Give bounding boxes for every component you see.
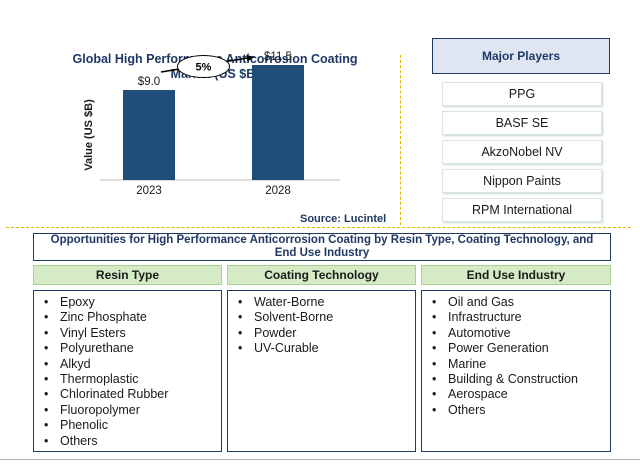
- list-item: Building & Construction: [428, 372, 604, 388]
- vertical-divider: [400, 55, 401, 225]
- resin-type-list-box: EpoxyZinc PhosphateVinyl EstersPolyureth…: [33, 290, 222, 452]
- coating-technology-list: Water-BorneSolvent-BornePowderUV-Curable: [234, 295, 409, 357]
- coating-technology-header: Coating Technology: [227, 265, 416, 285]
- bar-2028: [252, 65, 304, 180]
- end-use-industry-list-box: Oil and GasInfrastructureAutomotivePower…: [421, 290, 611, 452]
- list-item: Thermoplastic: [40, 372, 215, 388]
- list-item: Others: [428, 403, 604, 419]
- y-axis-label: Value (US $B): [83, 99, 95, 171]
- resin-type-list: EpoxyZinc PhosphateVinyl EstersPolyureth…: [40, 295, 215, 449]
- list-item: Solvent-Borne: [234, 310, 409, 326]
- list-item: Polyurethane: [40, 341, 215, 357]
- list-item: Others: [40, 434, 215, 450]
- opportunities-title: Opportunities for High Performance Antic…: [33, 233, 611, 261]
- list-item: Automotive: [428, 326, 604, 342]
- list-item: Fluoropolymer: [40, 403, 215, 419]
- list-item: Epoxy: [40, 295, 215, 311]
- source-note: Source: Lucintel: [300, 213, 387, 225]
- major-players-header: Major Players: [432, 38, 610, 74]
- growth-badge: [177, 55, 230, 78]
- list-item: Power Generation: [428, 341, 604, 357]
- list-item: Vinyl Esters: [40, 326, 215, 342]
- list-item: Alkyd: [40, 357, 215, 373]
- value-label: $11.5: [264, 51, 292, 63]
- end-use-industry-header: End Use Industry: [421, 265, 611, 285]
- list-item: Aerospace: [428, 387, 604, 403]
- value-label: $9.0: [138, 76, 160, 88]
- player-item: AkzoNobel NV: [442, 140, 602, 164]
- bar-chart: Value (US $B) $9.0 2023 $11.5 2028 5%: [83, 51, 340, 197]
- list-item: UV-Curable: [234, 341, 409, 357]
- player-item: Nippon Paints: [442, 169, 602, 193]
- x-tick-label: 2023: [136, 185, 162, 197]
- list-item: Zinc Phosphate: [40, 310, 215, 326]
- growth-label: 5%: [196, 62, 212, 74]
- growth-arrow-head: [246, 54, 254, 62]
- player-item: PPG: [442, 82, 602, 106]
- x-tick-label: 2028: [265, 185, 291, 197]
- player-item: RPM International: [442, 198, 602, 222]
- list-item: Infrastructure: [428, 310, 604, 326]
- resin-type-header: Resin Type: [33, 265, 222, 285]
- coating-technology-list-box: Water-BorneSolvent-BornePowderUV-Curable: [227, 290, 416, 452]
- list-item: Water-Borne: [234, 295, 409, 311]
- player-item: BASF SE: [442, 111, 602, 135]
- end-use-industry-list: Oil and GasInfrastructureAutomotivePower…: [428, 295, 604, 419]
- list-item: Chlorinated Rubber: [40, 387, 215, 403]
- horizontal-divider: [6, 227, 631, 228]
- list-item: Marine: [428, 357, 604, 373]
- list-item: Powder: [234, 326, 409, 342]
- list-item: Phenolic: [40, 418, 215, 434]
- bottom-rule: [0, 459, 640, 460]
- bar-2023: [123, 90, 175, 180]
- list-item: Oil and Gas: [428, 295, 604, 311]
